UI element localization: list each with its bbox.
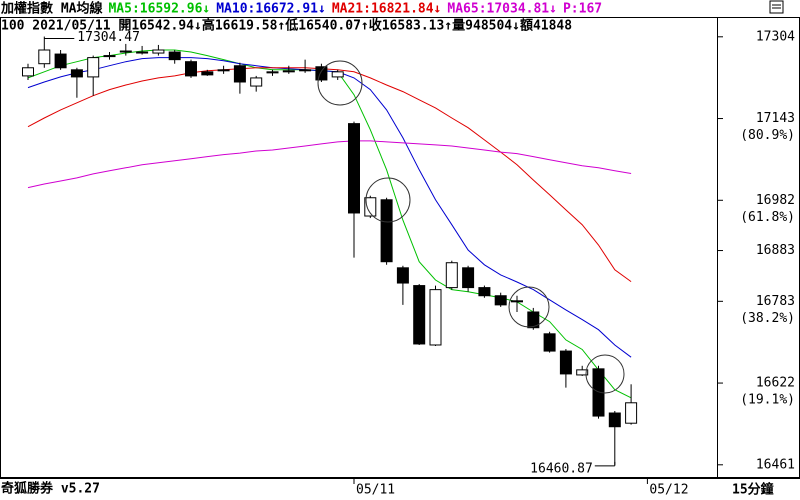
legend-entry: MA5:16592.96↓ [108,2,210,17]
y-tick-note: (38.2%) [740,311,795,326]
highlight-circles [317,60,625,394]
y-tick-label: 16883 [756,243,795,258]
candle-body [478,287,491,297]
candle-body [54,53,67,69]
high-label: 17304.47 [77,30,140,45]
y-tick-label: 16783 [756,294,795,309]
legend-entry: MA10:16672.91↓ [216,2,326,17]
y-tick-note: (19.1%) [740,393,795,408]
y-tick-note: (61.8%) [740,210,795,225]
candle-body [315,66,328,81]
candle-body [576,369,589,376]
candle-body [70,69,83,78]
candle-body [543,333,556,352]
candle-body [396,267,409,284]
plot [22,36,638,465]
y-tick-label: 16982 [756,193,795,208]
candle-body [38,49,51,65]
candle-body [494,295,507,306]
candle-body [608,412,621,428]
candle-body [413,285,426,345]
y-tick-label: 17304 [756,29,795,44]
candle-body [527,311,540,329]
candle-body [462,267,475,289]
highlight-circle [365,177,411,223]
candle-body [625,402,638,424]
highlight-circle [508,286,550,328]
highlight-circle [317,60,363,106]
ma-line [27,57,632,358]
candle-body [168,51,181,61]
axis-frame [717,17,800,478]
x-tick-label: 05/12 [649,483,688,498]
candle-body [250,77,263,87]
legend-entry: MA65:17034.81↓ [447,2,557,17]
candle-body [380,199,393,263]
y-tick-label: 16622 [756,376,795,391]
chart-title: 加權指數 MA均線 [0,1,103,17]
candle-body [592,368,605,417]
footer-label: 奇狐勝券 v5.27 [1,481,100,497]
low-label: 16460.87 [530,461,593,476]
ma-line [27,67,632,283]
candle-body [299,69,312,72]
candle-body [559,350,572,375]
candle-body [185,61,197,77]
candle-body [429,289,442,346]
candle-body [233,65,246,83]
y-axis: 17304 17143 16982 16883 16783 16622 16461 (80.9… [718,29,795,472]
candle-body [201,71,214,76]
subheader-clip: 100 2021/05/11 開16542.94↓高16619.58↑低1654… [1,18,572,34]
subheader: 100 2021/05/11 開16542.94↓高16619.58↑低1654… [1,18,572,34]
candle-body [119,50,132,53]
ma-line [27,140,632,189]
legend-entry: MA21:16821.84↓ [332,2,442,17]
period-label: 15分鐘 [732,482,774,498]
candle-body [364,197,377,217]
candle-body [217,69,230,72]
y-tick-label: 17143 [756,111,795,126]
candle-body [331,71,344,78]
candle-body [136,51,149,54]
x-tick-label: 05/11 [356,483,395,498]
candle-body [266,71,279,74]
plot-frame [0,17,718,478]
candle-body [445,262,458,289]
highlight-circle [585,354,625,394]
menu-icon[interactable] [769,0,784,14]
y-tick-note: (80.9%) [740,128,795,143]
y-tick-label: 16461 [756,457,795,472]
candle-body [103,55,116,58]
candle-body [152,49,165,54]
candle-body [87,57,100,78]
candle-body [22,67,34,77]
header-tail: P:167 [563,2,602,17]
candle-body [348,123,360,214]
header: 加權指數 MA均線 MA5:16592.96↓ MA10:16672.91↓ MA21… [0,1,602,17]
candle-body [282,70,295,73]
candle-body [511,300,523,303]
